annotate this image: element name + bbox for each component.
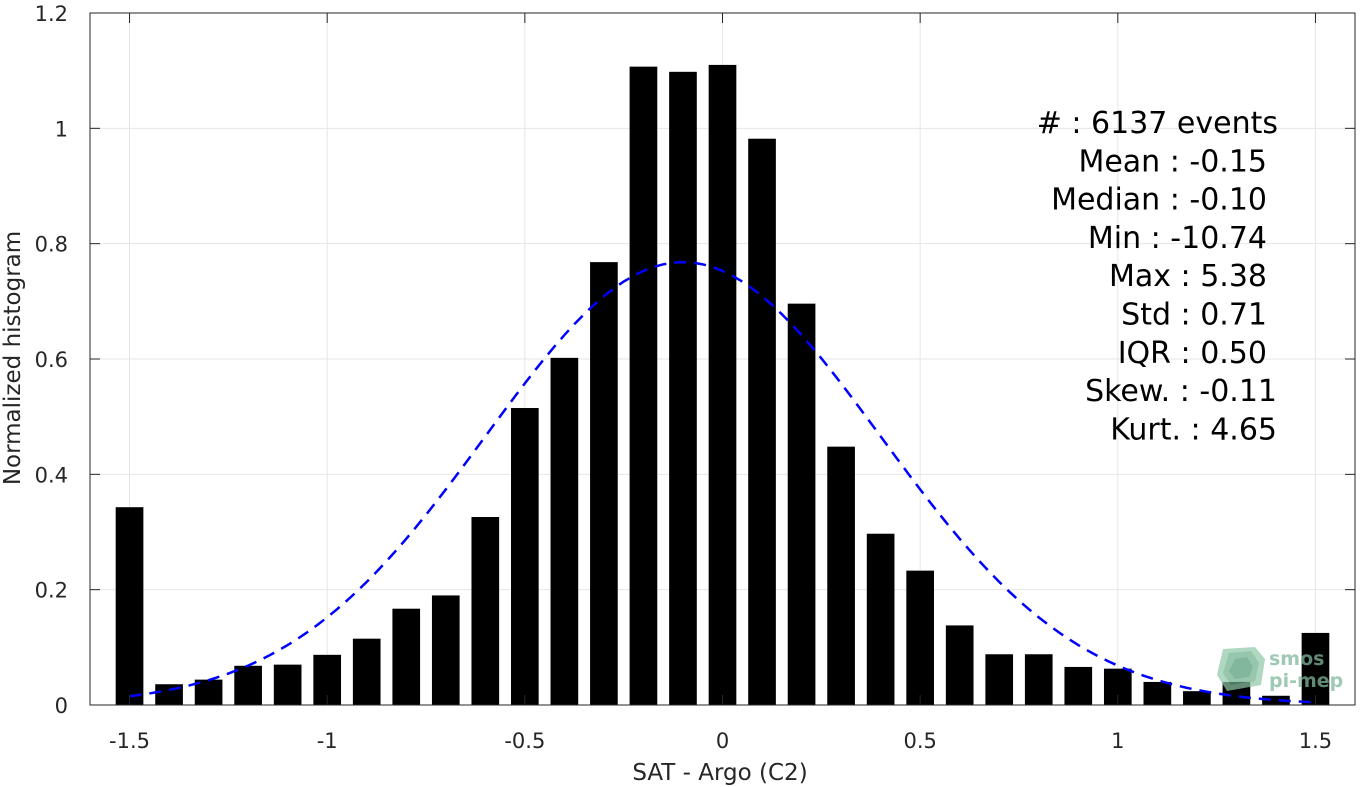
histogram-bar: [1064, 666, 1093, 705]
logo-text-pimep: pi-mep: [1269, 670, 1343, 692]
x-tick-label: 1: [1111, 729, 1124, 753]
gaussian-fit: [129, 260, 1316, 704]
x-tick-label: 0: [716, 729, 729, 753]
y-tick-label: 0: [55, 694, 68, 718]
histogram-bar: [787, 303, 816, 705]
histogram-bar: [431, 595, 460, 705]
stat-line: IQR : 0.50: [1118, 336, 1267, 371]
histogram-bar: [629, 66, 658, 705]
histogram-bar: [708, 64, 737, 705]
histogram-bar: [550, 357, 579, 705]
histogram-bar: [827, 446, 855, 705]
histogram-bar: [1262, 695, 1290, 705]
histogram-bar: [511, 408, 539, 705]
x-tick-label: -1.5: [109, 729, 150, 753]
histogram-bar: [748, 138, 776, 706]
stat-line: Max : 5.38: [1109, 259, 1267, 294]
stat-line: Kurt. : 4.65: [1110, 412, 1277, 447]
y-tick-label: 0.6: [35, 348, 68, 372]
histogram-bar: [1143, 681, 1172, 705]
x-tick-label: 1.5: [1299, 729, 1332, 753]
y-tick-label: 0.4: [35, 463, 68, 487]
histogram-bar: [1301, 632, 1330, 705]
histogram-bar: [1024, 654, 1053, 705]
x-tick-label: -1: [317, 729, 338, 753]
gaussian-fit-line: [129, 260, 1316, 704]
plot-axes: [89, 12, 1356, 706]
histogram-bar: [392, 608, 421, 705]
histogram-bar: [1183, 691, 1211, 705]
y-tick-label: 1: [55, 117, 68, 141]
stat-line: # : 6137 events: [1037, 106, 1278, 141]
histogram-bar: [115, 507, 144, 705]
histogram-bar: [471, 517, 500, 705]
histogram-bar: [945, 625, 974, 705]
histogram-bar: [352, 638, 381, 705]
stat-line: Std : 0.71: [1121, 298, 1267, 333]
x-tick-label: 0.5: [903, 729, 936, 753]
stat-line: Skew. : -0.11: [1085, 374, 1277, 409]
histogram-bar: [906, 570, 934, 705]
y-tick-label: 0.8: [35, 233, 68, 257]
stat-line: Median : -0.10: [1051, 183, 1267, 218]
stat-line: Mean : -0.15: [1078, 144, 1267, 179]
histogram-bar: [866, 533, 895, 705]
histogram-bars: [115, 64, 1330, 706]
histogram-bar: [669, 71, 697, 705]
x-tick-label: -0.5: [504, 729, 545, 753]
histogram-bar: [985, 654, 1014, 705]
y-tick-labels: 0 0.2 0.4 0.6 0.8 1 1.2: [35, 2, 68, 718]
y-axis-label: Normalized histogram: [0, 231, 26, 485]
smos-pi-mep-logo: smos pi-mep: [1217, 647, 1343, 692]
x-axis-label: SAT - Argo (C2): [632, 760, 807, 786]
histogram-bar: [590, 262, 618, 705]
x-tick-labels: -1.5 -1 -0.5 0 0.5 1 1.5: [109, 729, 1332, 753]
logo-mark-icon: [1217, 647, 1265, 691]
y-tick-label: 0.2: [35, 579, 68, 603]
logo-text-smos: smos: [1269, 648, 1324, 670]
stat-line: Min : -10.74: [1088, 221, 1267, 256]
histogram-bar: [234, 665, 262, 705]
y-tick-label: 1.2: [35, 2, 68, 26]
histogram-bar: [273, 664, 302, 705]
